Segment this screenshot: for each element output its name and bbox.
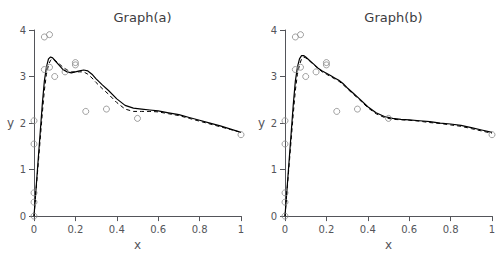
svg-text:1: 1 — [20, 164, 26, 175]
svg-text:y: y — [258, 116, 265, 130]
svg-text:4: 4 — [271, 25, 277, 36]
svg-text:2: 2 — [20, 118, 26, 129]
svg-text:0.4: 0.4 — [360, 224, 376, 235]
svg-text:0: 0 — [31, 224, 37, 235]
svg-text:y: y — [7, 116, 14, 130]
svg-text:0.2: 0.2 — [67, 224, 83, 235]
svg-text:0: 0 — [20, 211, 26, 222]
svg-text:0.4: 0.4 — [109, 224, 125, 235]
svg-text:x: x — [385, 238, 392, 252]
svg-text:0: 0 — [271, 211, 277, 222]
svg-text:3: 3 — [271, 71, 277, 82]
svg-text:Graph(a): Graph(a) — [114, 10, 172, 25]
svg-text:0.6: 0.6 — [401, 224, 417, 235]
svg-text:0.8: 0.8 — [443, 224, 459, 235]
svg-text:2: 2 — [271, 118, 277, 129]
svg-text:x: x — [134, 238, 141, 252]
svg-text:4: 4 — [20, 25, 26, 36]
svg-text:1: 1 — [489, 224, 495, 235]
svg-text:0.8: 0.8 — [192, 224, 208, 235]
svg-text:0.2: 0.2 — [318, 224, 334, 235]
svg-text:1: 1 — [238, 224, 244, 235]
svg-text:3: 3 — [20, 71, 26, 82]
svg-text:1: 1 — [271, 164, 277, 175]
svg-text:0.6: 0.6 — [150, 224, 166, 235]
svg-text:Graph(b): Graph(b) — [364, 10, 422, 25]
svg-text:0: 0 — [282, 224, 288, 235]
